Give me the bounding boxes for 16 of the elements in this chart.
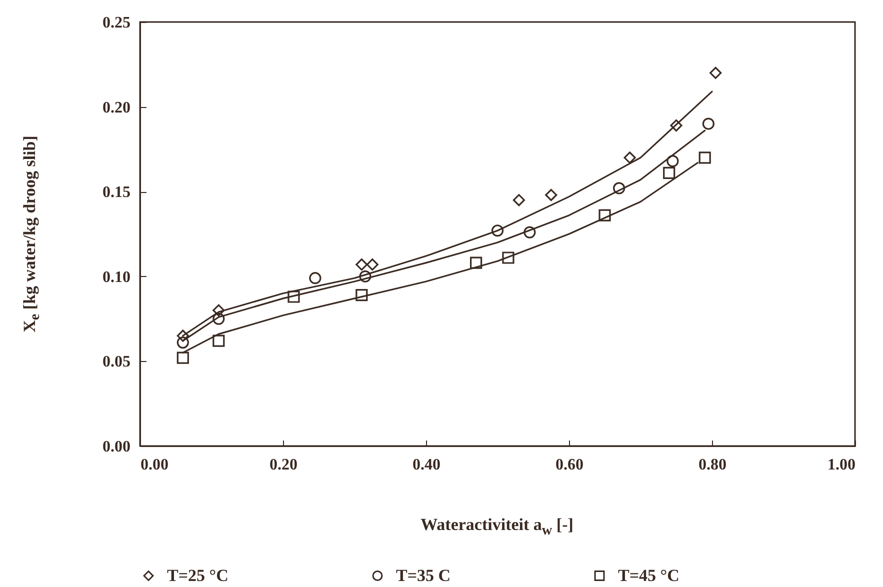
y-tick-label: 0.10 (102, 268, 130, 286)
y-tick-label: 0.20 (102, 99, 130, 116)
y-tick-label: 0.00 (102, 438, 130, 456)
legend-label: T=25 °C (167, 566, 228, 585)
y-tick-label: 0.25 (102, 14, 130, 32)
x-tick-label: 1.00 (828, 456, 856, 474)
x-tick-label: 0.20 (270, 456, 298, 474)
legend-label: T=35 C (396, 566, 451, 585)
legend-label: T=45 °C (618, 566, 680, 585)
x-tick-label: 0.60 (556, 456, 584, 474)
x-axis-title: Wateractiviteit a$_{w}$ [-] (420, 515, 574, 540)
y-tick-label: 0.05 (102, 354, 130, 371)
y-tick-label: 0.15 (102, 184, 130, 202)
x-tick-label: 0.00 (140, 456, 168, 474)
x-tick-label: 0.80 (698, 456, 726, 474)
x-tick-label: 0.40 (412, 456, 440, 474)
